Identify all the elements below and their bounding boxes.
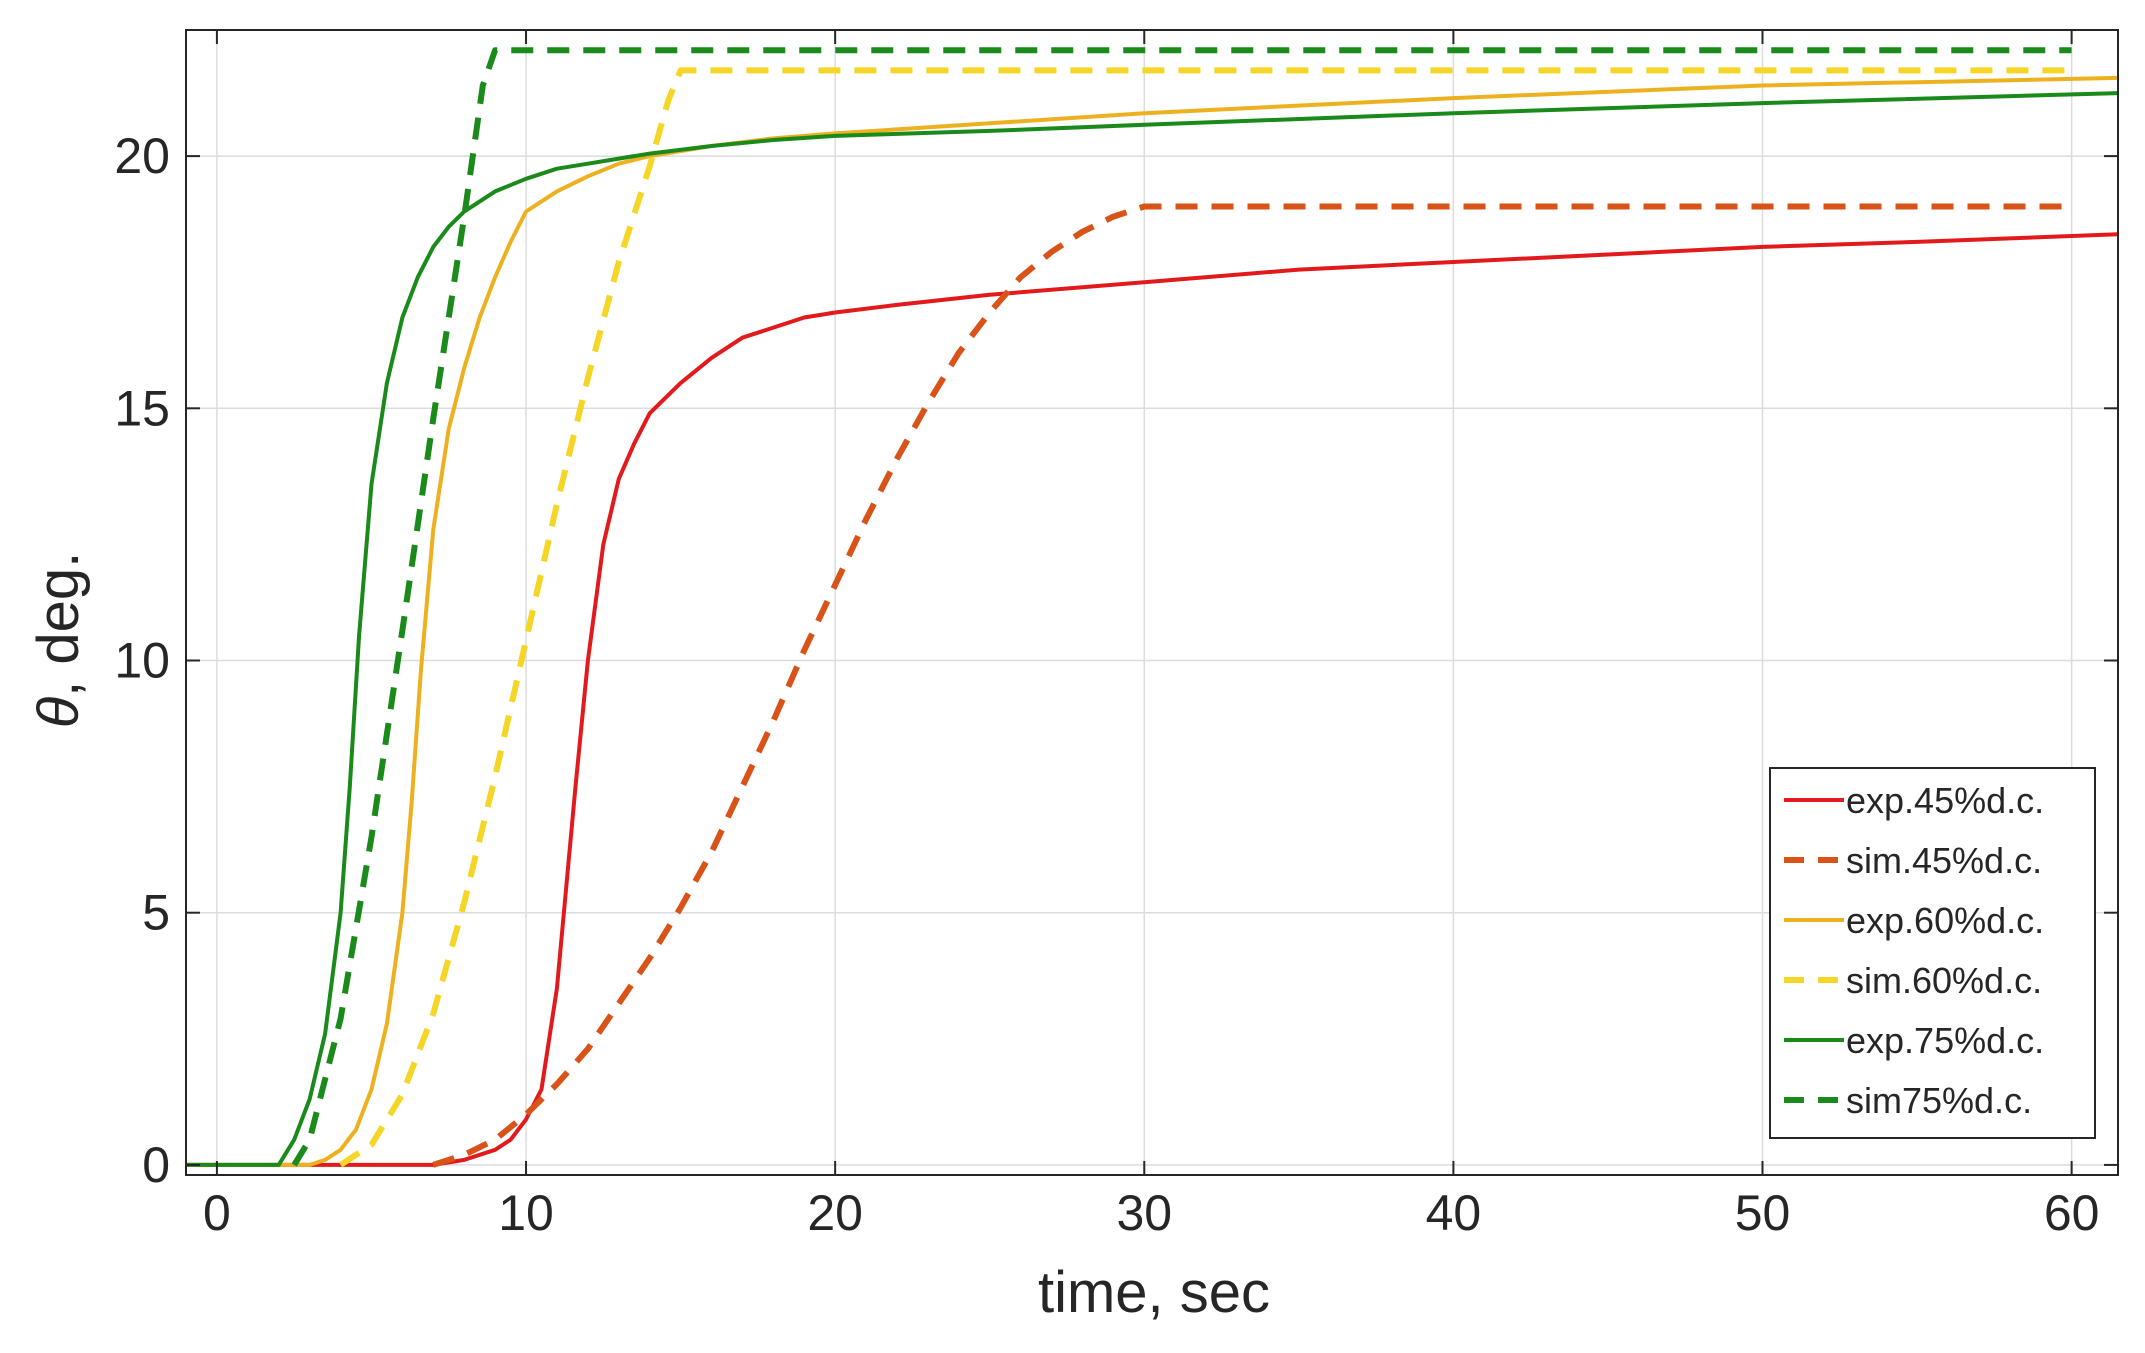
- y-tick-label: 0: [142, 1137, 170, 1193]
- legend-label-3: exp.60%d.c.: [1846, 900, 2044, 941]
- legend-label-4: sim.60%d.c.: [1846, 960, 2042, 1001]
- plot-area-frame: [185, 29, 2119, 1176]
- x-tick-label: 10: [498, 1185, 554, 1241]
- x-tick-label: 30: [1116, 1185, 1172, 1241]
- series-line-5: [186, 91, 2119, 1167]
- series-line-4: [338, 67, 2072, 1168]
- legend-label-1: exp.45%d.c.: [1846, 780, 2044, 821]
- legend-label-2: sim.45%d.c.: [1846, 840, 2042, 881]
- y-axis-label: θ, deg.: [26, 552, 91, 729]
- legend: exp.45%d.c. sim.45%d.c. exp.60%d.c. sim.60%…: [1769, 767, 2096, 1139]
- y-tick-label: 15: [114, 380, 170, 436]
- y-tick-label: 20: [114, 128, 170, 184]
- legend-label-6: sim75%d.c.: [1846, 1080, 2032, 1121]
- series-line-6: [291, 47, 2072, 1167]
- y-axis-label-text: , deg.: [26, 552, 91, 697]
- x-tick-label: 60: [2044, 1185, 2100, 1241]
- x-tick-label: 50: [1735, 1185, 1791, 1241]
- x-axis-label: time, sec: [1038, 1260, 1270, 1325]
- legend-box: [1769, 767, 2096, 1139]
- series-line-3: [186, 75, 2119, 1167]
- x-tick-label: 0: [203, 1185, 231, 1241]
- y-tick-label: 5: [142, 885, 170, 941]
- ticks-layer: 0 10 20 30 40 50 60 0 5 10 15 20: [114, 30, 2118, 1241]
- x-tick-label: 40: [1426, 1185, 1482, 1241]
- legend-label-5: exp.75%d.c.: [1846, 1020, 2044, 1061]
- series-layer: [186, 47, 2119, 1168]
- y-tick-label: 10: [114, 633, 170, 689]
- series-line-2: [432, 203, 2072, 1168]
- series-line-1: [186, 232, 2119, 1167]
- x-tick-label: 20: [807, 1185, 863, 1241]
- axes-layer: [185, 29, 2119, 1176]
- y-axis-label-symbol: θ: [26, 697, 91, 728]
